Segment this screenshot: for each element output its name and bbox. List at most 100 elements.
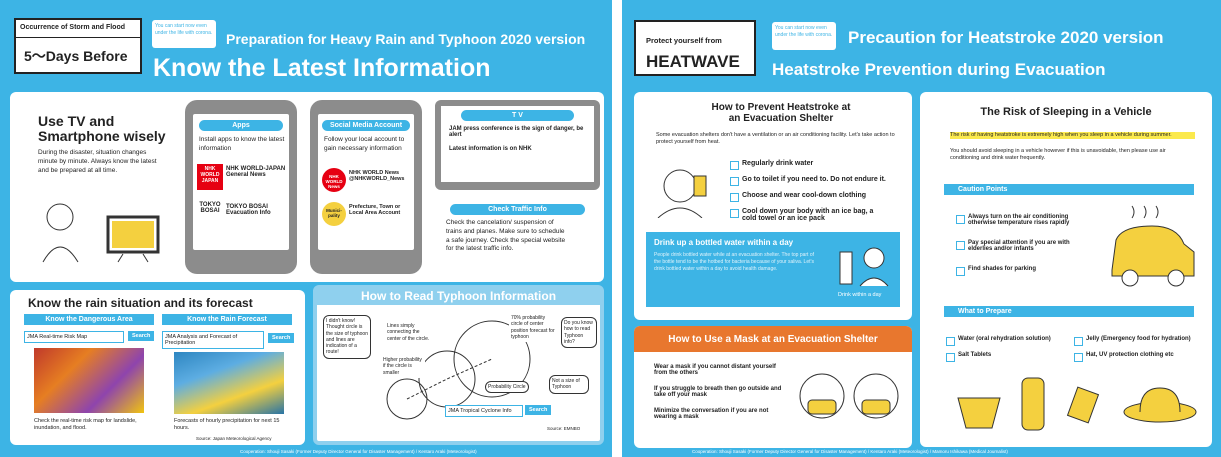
- search-button: Search: [525, 405, 551, 415]
- heat-panel: Protect yourself from HEATWAVE You can s…: [622, 0, 1221, 457]
- subtitle: Preparation for Heavy Rain and Typhoon 2…: [226, 31, 585, 47]
- forecast-title: Know the Rain Forecast: [162, 314, 292, 325]
- social-label: Prefecture, Town or Local Area Account: [349, 204, 411, 216]
- search-button: Search: [268, 333, 294, 343]
- drink-text: People drink bottled water while at an e…: [654, 252, 814, 272]
- tv-item: Latest information is on NHK: [449, 146, 588, 152]
- footer: Cooperation: Shouji Sasaki (Former Deput…: [240, 449, 477, 454]
- person-illustration: [38, 192, 168, 267]
- page: Occurrence of Storm and Flood 5〜Days Bef…: [0, 0, 1221, 457]
- traffic-text: Check the cancelation/ suspension of tra…: [446, 219, 566, 254]
- apps-phone: Apps Install apps to know the latest inf…: [185, 100, 297, 274]
- items-illustration: [950, 368, 1200, 438]
- social-phone: Social Media Account Follow your local a…: [310, 100, 422, 274]
- traffic-title: Check Traffic Info: [450, 204, 585, 215]
- check-item: Cool down your body with an ice bag, a c…: [730, 208, 880, 222]
- mask-item: If you struggle to breath then go outsid…: [654, 386, 784, 398]
- prepare-title: What to Prepare: [944, 306, 1194, 317]
- area-title: Know the Dangerous Area: [24, 314, 154, 325]
- forecast-text: Forecasts of hourly precipitation for ne…: [174, 418, 294, 433]
- rain-heading: Know the rain situation and its forecast: [28, 296, 253, 310]
- vehicle-text: You should avoid sleeping in a vehicle h…: [950, 148, 1195, 163]
- typhoon-search: JMA Tropical Cyclone Info: [445, 405, 523, 417]
- title: Know the Latest Information: [153, 54, 491, 83]
- info-card: Use TV and Smartphone wisely During the …: [10, 92, 604, 282]
- mask-item: Wear a mask if you cannot distant yourse…: [654, 364, 784, 376]
- note: You can start now even under the life wi…: [772, 22, 836, 50]
- typhoon-title: How to Read Typhoon Information: [317, 287, 600, 305]
- source: Source: Japan Meteorological Agency: [196, 436, 272, 441]
- app-logo: TOKYO BOSAI: [197, 202, 223, 214]
- app-logo: NHK WORLD JAPAN: [197, 164, 223, 190]
- risk-map: [34, 348, 144, 413]
- app-label: TOKYO BOSAI Evacuation Info: [226, 204, 286, 216]
- bubble: Probability Circle: [485, 381, 529, 393]
- header-box: Protect yourself from HEATWAVE: [634, 20, 756, 76]
- bottle-illustration: [836, 238, 891, 288]
- drink-caption: Drink within a day: [838, 292, 881, 298]
- forecast-search: JMA Analysis and Forecast of Precipitati…: [162, 331, 264, 349]
- tv-title: T V: [461, 110, 574, 121]
- bubble: Higher probability if the circle is smal…: [381, 355, 425, 378]
- bubble: Not a size of Typhoon: [549, 375, 589, 394]
- subtitle: Precaution for Heatstroke 2020 version: [848, 28, 1164, 48]
- bubble: Do you know how to read Typhoon info?: [561, 317, 597, 348]
- social-logo: NHK WORLD News: [322, 168, 346, 192]
- header-label: Occurrence of Storm and Flood: [20, 24, 125, 31]
- social-logo: Munici-pality: [322, 202, 346, 226]
- tv-set: T V JAM press conference is the sign of …: [435, 100, 600, 190]
- vehicle-card: The Risk of Sleeping in a Vehicle The ri…: [920, 92, 1212, 447]
- mask-item: Minimize the conversation if you are not…: [654, 408, 784, 420]
- prevent-heading: How to Prevent Heatstroke at an Evacuati…: [706, 102, 856, 124]
- area-text: Check the real-time risk map for landsli…: [34, 418, 154, 433]
- drink-box: Drink up a bottled water within a day Pe…: [646, 232, 900, 307]
- caution-item: Pay special attention if you are with el…: [956, 240, 1086, 252]
- social-title: Social Media Account: [322, 120, 410, 131]
- check-item: Go to toilet if you need to. Do not endu…: [730, 176, 886, 183]
- note: You can start now even under the life wi…: [152, 20, 216, 48]
- tv-body: During the disaster, situation changes m…: [38, 149, 163, 175]
- vehicle-highlight: The risk of having heatstroke is extreme…: [950, 132, 1195, 139]
- caution-title: Caution Points: [944, 184, 1194, 195]
- search-button: Search: [128, 331, 154, 341]
- social-text: Follow your local account to gain necess…: [324, 136, 410, 154]
- prepare-item: Jelly (Emergency food for hydration): [1074, 336, 1191, 342]
- mask-illustration: [794, 360, 906, 440]
- title: Heatstroke Prevention during Evacuation: [772, 60, 1105, 80]
- footer: Cooperation: Shouji Sasaki (Former Deput…: [692, 449, 1008, 454]
- bubble: 70% probability circle of center positio…: [509, 313, 559, 342]
- rain-card: Know the rain situation and its forecast…: [10, 290, 305, 445]
- prevent-card: How to Prevent Heatstroke at an Evacuati…: [634, 92, 912, 320]
- tv-heading: Use TV and Smartphone wisely: [38, 114, 178, 145]
- bubble: Lines simply connecting the center of th…: [385, 321, 433, 344]
- car-illustration: [1102, 200, 1202, 292]
- heatwave: HEATWAVE: [646, 52, 740, 72]
- prepare-item: Water (oral rehydration solution): [946, 336, 1051, 342]
- header-box: Occurrence of Storm and Flood 5〜Days Bef…: [14, 18, 142, 74]
- mask-title: How to Use a Mask at an Evacuation Shelt…: [634, 326, 912, 352]
- prepare-item: Hat, UV protection clothing etc: [1074, 352, 1174, 358]
- timing: 5〜Days Before: [24, 46, 128, 66]
- area-search: JMA Real-time Risk Map: [24, 331, 124, 343]
- prepare-item: Salt Tablets: [946, 352, 991, 358]
- check-item: Choose and wear cool-down clothing: [730, 192, 866, 199]
- caution-item: Always turn on the air conditioning othe…: [956, 214, 1086, 226]
- caution-item: Find shades for parking: [956, 266, 1086, 272]
- apps-text: Install apps to know the latest informat…: [199, 136, 285, 154]
- drink-title: Drink up a bottled water within a day: [654, 238, 793, 247]
- person-illustration: [650, 158, 720, 218]
- apps-title: Apps: [199, 120, 283, 131]
- social-label: NHK WORLD News @NHKWORLD_News: [349, 170, 411, 182]
- check-item: Regularly drink water: [730, 160, 813, 167]
- storm-panel: Occurrence of Storm and Flood 5〜Days Bef…: [0, 0, 612, 457]
- vehicle-title: The Risk of Sleeping in a Vehicle: [920, 106, 1212, 118]
- header-label: Protect yourself from: [646, 36, 722, 45]
- precip-map: [174, 352, 284, 414]
- typhoon-card: How to Read Typhoon Information I didn't…: [313, 285, 604, 445]
- app-label: NHK WORLD-JAPAN General News: [226, 166, 286, 178]
- source: Source: EMNBO: [547, 426, 580, 431]
- bubble: I didn't know! Thought circle is the siz…: [323, 315, 371, 359]
- prevent-intro: Some evacuation shelters don't have a ve…: [656, 132, 901, 147]
- tv-item: JAM press conference is the sign of dang…: [449, 126, 588, 138]
- mask-card: How to Use a Mask at an Evacuation Shelt…: [634, 326, 912, 448]
